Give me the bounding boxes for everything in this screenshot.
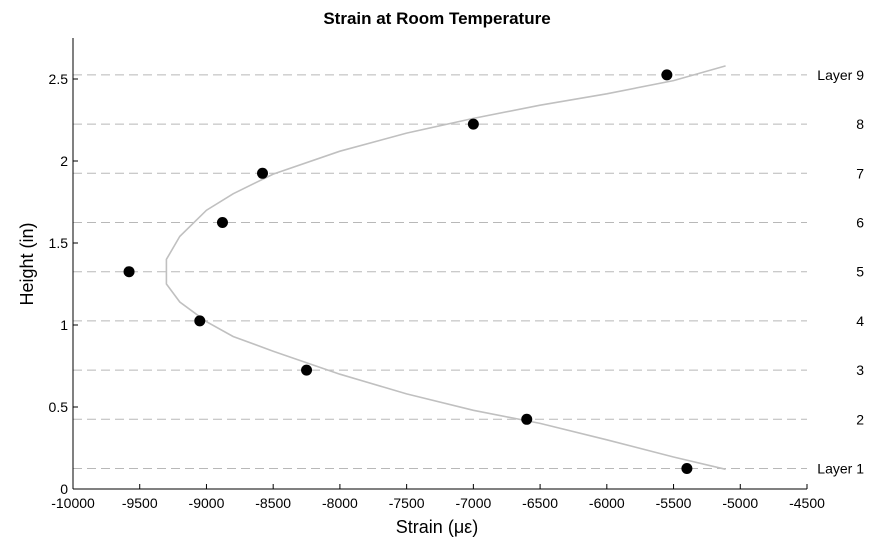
- x-tick-label: -7500: [389, 495, 425, 511]
- layer-label-4: 4: [856, 313, 864, 329]
- x-tick-label: -5000: [722, 495, 758, 511]
- x-tick-label: -4500: [789, 495, 825, 511]
- y-axis-label: Height (in): [17, 222, 37, 305]
- data-points: [123, 69, 693, 474]
- layer-label-3: 3: [856, 362, 864, 378]
- y-tick-label: 0: [60, 481, 68, 497]
- data-point-1: [681, 463, 693, 474]
- fit-curve-group: [165, 65, 726, 471]
- data-point-2: [521, 413, 533, 425]
- x-tick-label: -9000: [189, 495, 225, 511]
- data-point-6: [216, 217, 228, 228]
- x-tick-label: -6000: [589, 495, 625, 511]
- x-tick-label: -8500: [255, 495, 291, 511]
- layer-label-5: 5: [856, 264, 864, 280]
- x-tick-label: -7000: [455, 495, 491, 511]
- chart-title: Strain at Room Temperature: [323, 9, 550, 28]
- layer-label-6: 6: [856, 215, 864, 231]
- data-point-8: [467, 118, 479, 130]
- layer-label-1: Layer 1: [817, 461, 864, 477]
- y-tick-label: 0.5: [49, 399, 69, 415]
- axes: -10000 -9500 -9000 -8500 -8000 -7500 -7000 -650…: [49, 38, 825, 511]
- x-tick-label: -5500: [656, 495, 692, 511]
- data-point-9: [661, 69, 673, 81]
- data-point-5: [123, 266, 135, 278]
- x-tick-label: -10000: [51, 495, 95, 511]
- layer-label-9: Layer 9: [817, 67, 864, 83]
- layer-gridlines: [73, 74, 807, 469]
- data-point-4: [194, 315, 206, 327]
- x-tick-label: -9500: [122, 495, 158, 511]
- y-tick-label: 1.5: [49, 235, 69, 251]
- x-tick-label: -6500: [522, 495, 558, 511]
- x-tick-label: -8000: [322, 495, 358, 511]
- y-tick-label: 1: [60, 317, 68, 333]
- layer-label-7: 7: [856, 165, 864, 181]
- fit-curve: [165, 65, 726, 471]
- layer-label-2: 2: [856, 411, 864, 427]
- layer-label-8: 8: [856, 116, 864, 132]
- layer-labels: Layer 1 2 3 4 5 6 7 8 Layer 9: [817, 67, 864, 477]
- x-axis-label: Strain (με): [396, 517, 478, 537]
- y-tick-label: 2.5: [49, 71, 69, 87]
- data-point-3: [301, 364, 313, 376]
- data-point-7: [257, 167, 269, 179]
- y-tick-label: 2: [60, 153, 68, 169]
